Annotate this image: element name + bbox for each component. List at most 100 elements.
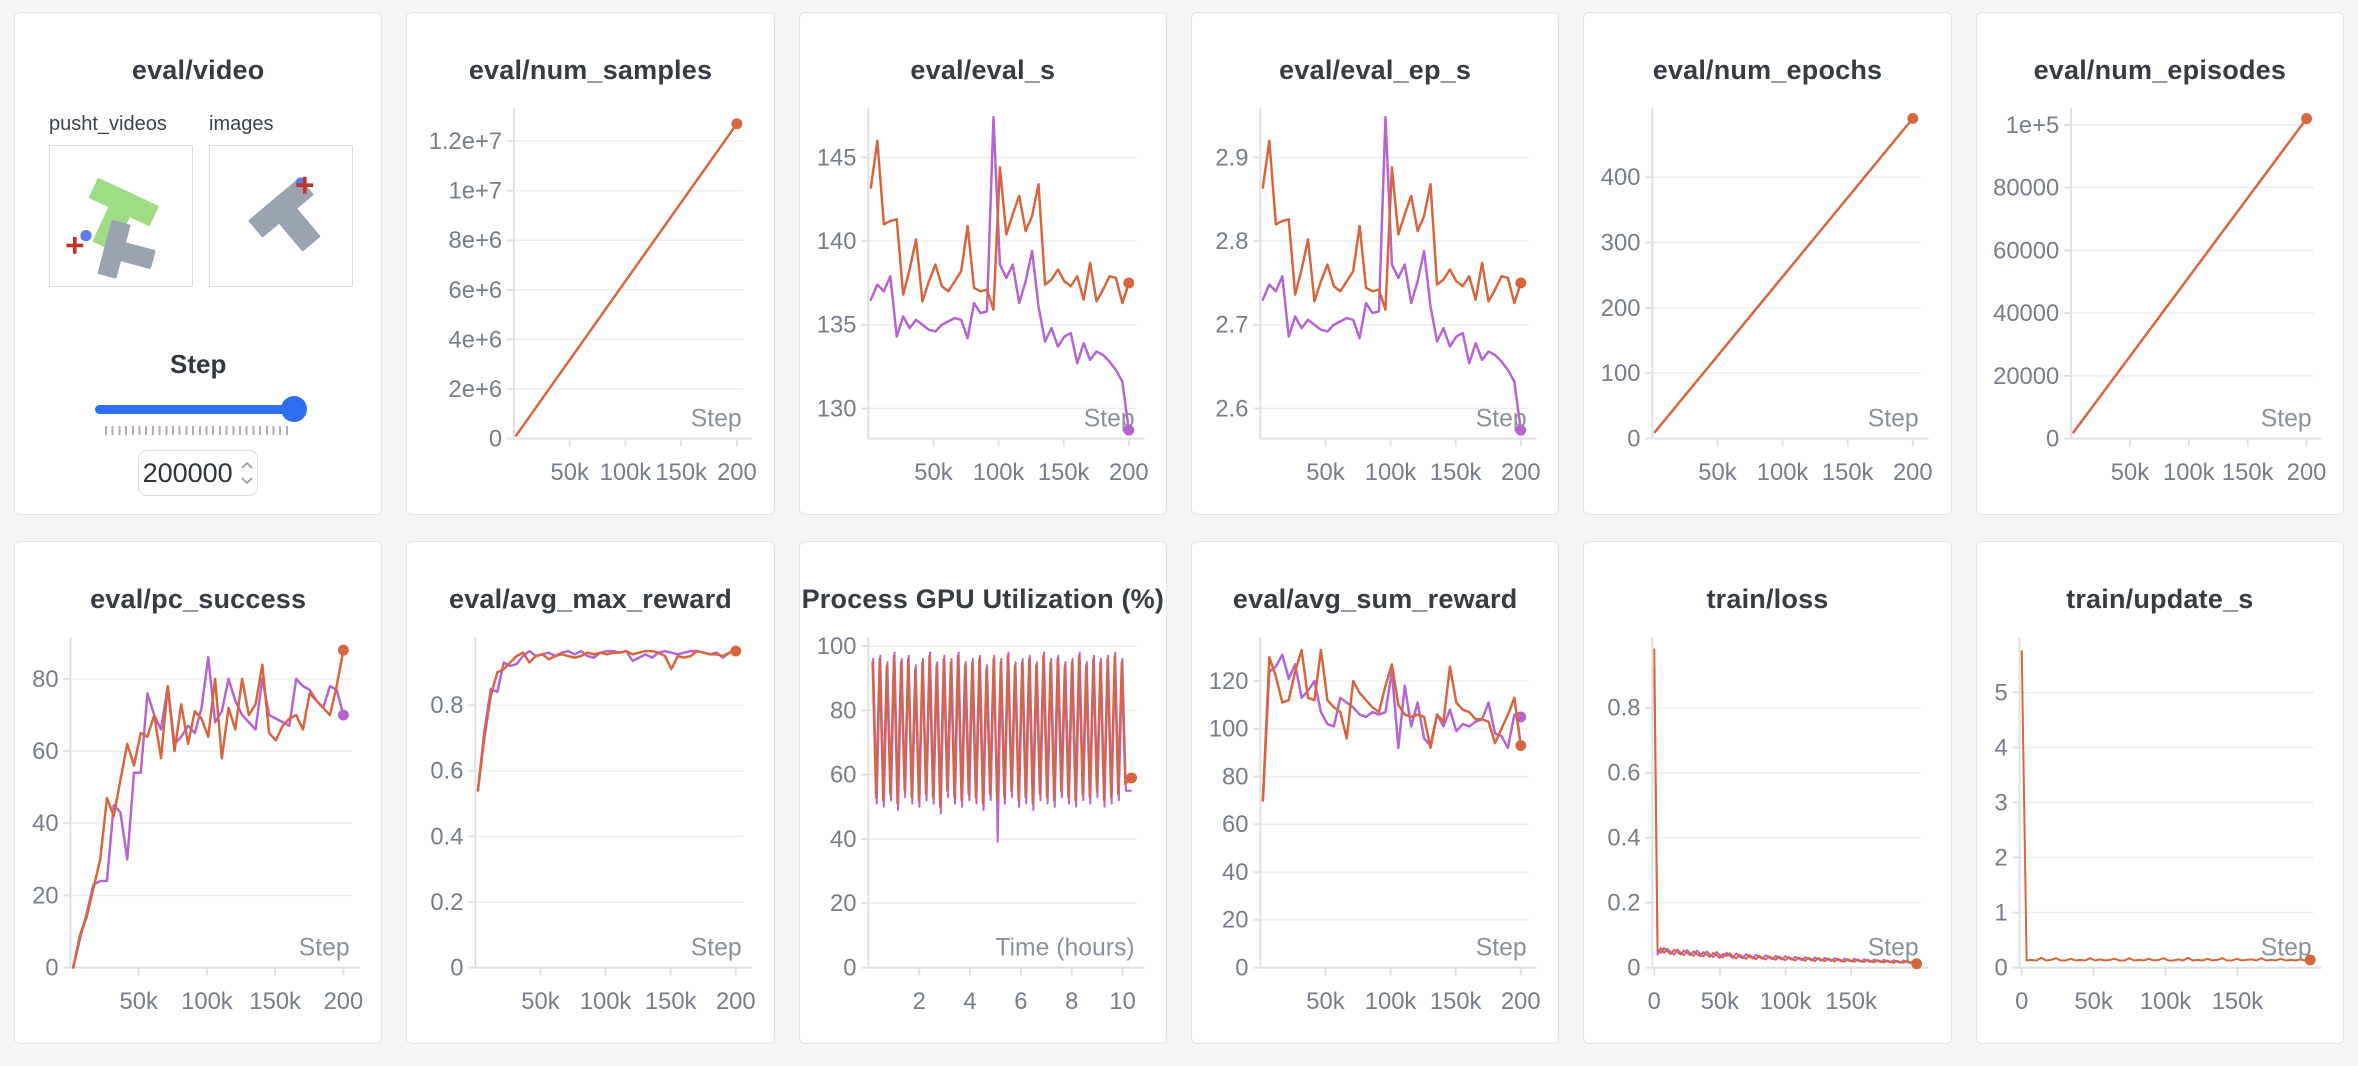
step-input[interactable]: 200000 (138, 450, 259, 496)
line-chart-train-loss[interactable]: 0 0.2 0.4 0.6 0.8 0 50k 100k 150k Step (1584, 629, 1950, 1027)
x-tick-label: 150k (645, 988, 697, 1015)
line-chart-eval-num-epochs[interactable]: 0 100 200 300 400 50k 100k 150k 200 Step (1584, 100, 1950, 498)
y-tick-label: 60 (830, 762, 856, 789)
x-tick-label: 6 (1014, 988, 1027, 1015)
x-tick-label: 0 (2015, 988, 2028, 1015)
chart-panel-eval-avg-max-reward[interactable]: eval/avg_max_reward 0 0.2 0.4 0.6 0.8 50k 100k 1… (406, 541, 775, 1044)
x-axis-title: Step (299, 935, 350, 962)
chart-panel-eval-num-samples[interactable]: eval/num_samples 0 2e+6 4e+6 6e+6 8e+6 1e+7 1.2… (406, 12, 775, 515)
chart-panel-process-gpu-utilization[interactable]: Process GPU Utilization (%) 0 20 40 60 80 100 2… (798, 541, 1167, 1044)
video-panel[interactable]: eval/video pusht_videos (14, 12, 383, 515)
x-tick-label: 100k (2163, 459, 2215, 486)
chart-panel-train-update-s[interactable]: train/update_s 0 1 2 3 4 5 0 50k 100k 150k Step (1975, 541, 2344, 1044)
x-tick-label: 100k (2139, 988, 2191, 1015)
series-endpoint-dot (337, 709, 349, 721)
media-images: images (209, 113, 353, 287)
y-tick-label: 300 (1601, 229, 1641, 256)
x-tick-label: 150k (656, 459, 708, 486)
x-tick-label: 150k (1430, 459, 1482, 486)
slider-track[interactable] (95, 405, 302, 414)
line-chart-train-update-s[interactable]: 0 1 2 3 4 5 0 50k 100k 150k Step (1977, 629, 2343, 1027)
series-line-orange (1261, 648, 1523, 802)
x-tick-label: 150k (1822, 459, 1874, 486)
line-chart-eval-avg-sum-reward[interactable]: 0 20 40 60 80 100 120 50k 100k 150k 200 Step (1192, 629, 1558, 1027)
y-tick-label: 0.6 (1608, 760, 1641, 787)
y-tick-label: 120 (1209, 668, 1249, 695)
y-tick-label: 2.9 (1215, 144, 1248, 171)
line-chart-eval-num-episodes[interactable]: 0 20000 40000 60000 80000 1e+5 50k 100k 150k 200 S… (1977, 100, 2343, 498)
y-tick-label: 140 (816, 228, 856, 255)
series-line-orange (1653, 648, 1918, 965)
x-tick-label: 100k (1365, 988, 1417, 1015)
chart-panel-eval-eval-ep-s[interactable]: eval/eval_ep_s 2.6 2.7 2.8 2.9 50k 100k 150k 200… (1191, 12, 1560, 515)
x-axis-title: Step (2260, 406, 2311, 433)
y-tick-label: 60000 (1993, 237, 2059, 264)
spinner-arrows-icon[interactable] (240, 459, 254, 487)
chart-panel-eval-avg-sum-reward[interactable]: eval/avg_sum_reward 0 20 40 60 80 100 120 50k 100… (1191, 541, 1560, 1044)
x-tick-label: 200 (716, 988, 756, 1015)
y-tick-label: 0 (1235, 955, 1248, 982)
chart-title: eval/num_samples (468, 55, 713, 85)
x-tick-label: 100k (1757, 459, 1809, 486)
y-tick-label: 40000 (1993, 300, 2059, 327)
y-tick-label: 0 (489, 426, 502, 453)
step-slider-label: Step (169, 349, 227, 379)
chart-panel-eval-pc-success[interactable]: eval/pc_success 0 20 40 60 80 50k 100k 150k 200 St… (14, 541, 383, 1044)
x-tick-label: 100k (580, 988, 632, 1015)
y-tick-label: 80 (32, 666, 58, 693)
series-endpoint-dot (1123, 277, 1134, 289)
media-row: pusht_videos (49, 113, 363, 287)
x-tick-label: 150k (1826, 988, 1878, 1015)
line-chart-eval-num-samples[interactable]: 0 2e+6 4e+6 6e+6 8e+6 1e+7 1.2e+7 50k 100k 150k 20… (407, 100, 773, 498)
chart-title: train/loss (1706, 584, 1829, 614)
x-tick-label: 50k (1306, 988, 1344, 1015)
series-endpoint-dot (1125, 772, 1137, 784)
y-tick-label: 20 (32, 882, 58, 909)
pusht-video-thumbnail[interactable] (49, 145, 193, 287)
series-endpoint-dot (1515, 740, 1527, 751)
series-endpoint-dot (1515, 424, 1527, 436)
chart-panel-eval-eval-s[interactable]: eval/eval_s 130 135 140 145 50k 100k 150k 200 Ste… (798, 12, 1167, 515)
step-value[interactable]: 200000 (142, 457, 233, 488)
pusht-image-icon (248, 176, 321, 252)
y-tick-label: 0 (2046, 426, 2059, 453)
y-tick-label: 60 (32, 738, 58, 765)
chart-title: eval/num_epochs (1652, 55, 1883, 85)
x-axis-title: Time (hours) (995, 935, 1134, 962)
line-chart-process-gpu-utilization[interactable]: 0 20 40 60 80 100 2 4 6 8 10 Time (hours) (800, 629, 1166, 1027)
images-thumbnail[interactable] (209, 145, 353, 287)
series-line-orange (871, 654, 1133, 808)
series-endpoint-dot (730, 645, 742, 657)
y-tick-label: 0.4 (431, 823, 464, 850)
x-tick-label: 100k (1760, 988, 1812, 1015)
x-tick-label: 200 (324, 988, 364, 1015)
line-chart-eval-pc-success[interactable]: 0 20 40 60 80 50k 100k 150k 200 Step (15, 629, 381, 1027)
y-tick-label: 0 (1628, 955, 1641, 982)
x-axis-title: Step (1868, 935, 1919, 962)
series-endpoint-dot (1911, 958, 1923, 970)
x-tick-label: 200 (1893, 459, 1933, 486)
chart-panel-train-loss[interactable]: train/loss 0 0.2 0.4 0.6 0.8 0 50k 100k 150k Step (1583, 541, 1952, 1044)
chart-title: eval/num_episodes (2033, 55, 2287, 85)
y-tick-label: 1e+5 (2005, 112, 2059, 139)
series-endpoint-dot (1123, 424, 1134, 436)
y-tick-label: 0 (45, 955, 58, 982)
y-tick-label: 100 (1209, 716, 1249, 743)
y-tick-label: 0.2 (431, 889, 464, 916)
chart-panel-eval-num-epochs[interactable]: eval/num_epochs 0 100 200 300 400 50k 100k 150k 2… (1583, 12, 1952, 515)
y-tick-label: 400 (1601, 164, 1641, 191)
series-line-orange (869, 139, 1130, 311)
line-chart-eval-avg-max-reward[interactable]: 0 0.2 0.4 0.6 0.8 50k 100k 150k 200 Step (407, 629, 773, 1027)
step-slider[interactable] (95, 396, 308, 422)
x-tick-label: 150k (249, 988, 301, 1015)
y-tick-label: 20 (1222, 907, 1248, 934)
y-tick-label: 40 (1222, 859, 1248, 886)
x-tick-label: 50k (2074, 988, 2112, 1015)
y-tick-label: 4e+6 (449, 326, 502, 353)
x-tick-label: 2 (912, 988, 925, 1015)
chart-panel-eval-num-episodes[interactable]: eval/num_episodes 0 20000 40000 60000 80000 1e… (1975, 12, 2344, 515)
slider-handle[interactable] (281, 396, 308, 422)
